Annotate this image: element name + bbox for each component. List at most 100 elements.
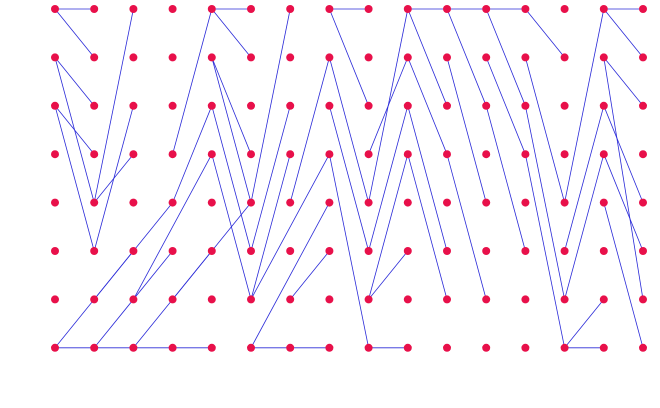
node bbox=[443, 101, 451, 110]
node bbox=[129, 295, 138, 304]
node bbox=[443, 150, 451, 159]
node bbox=[90, 53, 99, 62]
node bbox=[560, 198, 569, 207]
node bbox=[207, 101, 216, 110]
node bbox=[364, 198, 373, 207]
node bbox=[560, 53, 569, 62]
node bbox=[443, 53, 451, 62]
node bbox=[639, 247, 647, 255]
edge bbox=[329, 154, 369, 348]
node bbox=[286, 295, 295, 304]
node bbox=[521, 343, 530, 352]
edge bbox=[407, 105, 448, 252]
node bbox=[207, 53, 216, 62]
node bbox=[247, 101, 255, 110]
node bbox=[599, 53, 608, 62]
node bbox=[51, 53, 59, 62]
edge bbox=[603, 202, 644, 348]
node bbox=[129, 343, 138, 352]
node bbox=[207, 5, 216, 13]
node bbox=[168, 247, 177, 255]
node bbox=[482, 198, 491, 207]
edge bbox=[603, 105, 644, 203]
node bbox=[521, 101, 530, 110]
node bbox=[364, 247, 373, 255]
node bbox=[325, 5, 334, 13]
node bbox=[599, 343, 608, 352]
node bbox=[207, 343, 216, 352]
node bbox=[207, 198, 216, 207]
edge bbox=[446, 8, 487, 106]
node bbox=[403, 198, 412, 207]
node bbox=[129, 53, 138, 62]
node bbox=[560, 5, 569, 13]
node bbox=[168, 101, 177, 110]
node bbox=[90, 5, 99, 13]
node bbox=[325, 295, 334, 304]
node bbox=[364, 150, 373, 159]
node bbox=[168, 343, 177, 352]
node bbox=[521, 247, 530, 255]
node bbox=[325, 198, 334, 207]
node bbox=[247, 343, 255, 352]
edge bbox=[54, 57, 95, 107]
edge bbox=[93, 153, 134, 203]
edge bbox=[525, 154, 565, 348]
edge bbox=[407, 154, 448, 300]
node bbox=[90, 101, 99, 110]
nodes bbox=[51, 5, 647, 352]
node bbox=[286, 5, 295, 13]
edge bbox=[368, 250, 409, 300]
node bbox=[51, 101, 59, 110]
node bbox=[129, 247, 138, 255]
edge bbox=[603, 57, 644, 300]
node bbox=[286, 101, 295, 110]
edge bbox=[407, 8, 448, 106]
node bbox=[364, 53, 373, 62]
edge bbox=[329, 8, 369, 106]
node bbox=[639, 101, 647, 110]
node bbox=[403, 150, 412, 159]
edge bbox=[525, 57, 565, 203]
node bbox=[207, 247, 216, 255]
edge bbox=[368, 105, 409, 252]
edge bbox=[564, 105, 605, 252]
edge bbox=[250, 105, 291, 252]
node bbox=[286, 198, 295, 207]
node bbox=[90, 150, 99, 159]
node bbox=[168, 53, 177, 62]
edge bbox=[485, 8, 526, 106]
edge bbox=[250, 154, 291, 300]
node bbox=[599, 247, 608, 255]
node bbox=[51, 5, 59, 13]
node bbox=[247, 198, 255, 207]
node bbox=[364, 5, 373, 13]
edge bbox=[368, 154, 409, 300]
node bbox=[168, 295, 177, 304]
edge bbox=[485, 105, 526, 252]
edge bbox=[485, 57, 526, 155]
node bbox=[521, 150, 530, 159]
node bbox=[482, 53, 491, 62]
edge bbox=[172, 105, 213, 203]
edge bbox=[54, 105, 95, 252]
node bbox=[207, 150, 216, 159]
edge bbox=[93, 8, 134, 203]
edge bbox=[250, 202, 330, 348]
node bbox=[482, 150, 491, 159]
edge bbox=[211, 57, 252, 203]
edge bbox=[564, 299, 605, 349]
node bbox=[639, 198, 647, 207]
edge bbox=[525, 105, 565, 300]
node bbox=[325, 247, 334, 255]
edge bbox=[172, 8, 213, 155]
node bbox=[521, 5, 530, 13]
edge bbox=[211, 57, 252, 155]
node bbox=[51, 343, 59, 352]
node bbox=[51, 247, 59, 255]
node bbox=[560, 343, 569, 352]
node bbox=[325, 343, 334, 352]
node bbox=[403, 53, 412, 62]
node bbox=[482, 343, 491, 352]
